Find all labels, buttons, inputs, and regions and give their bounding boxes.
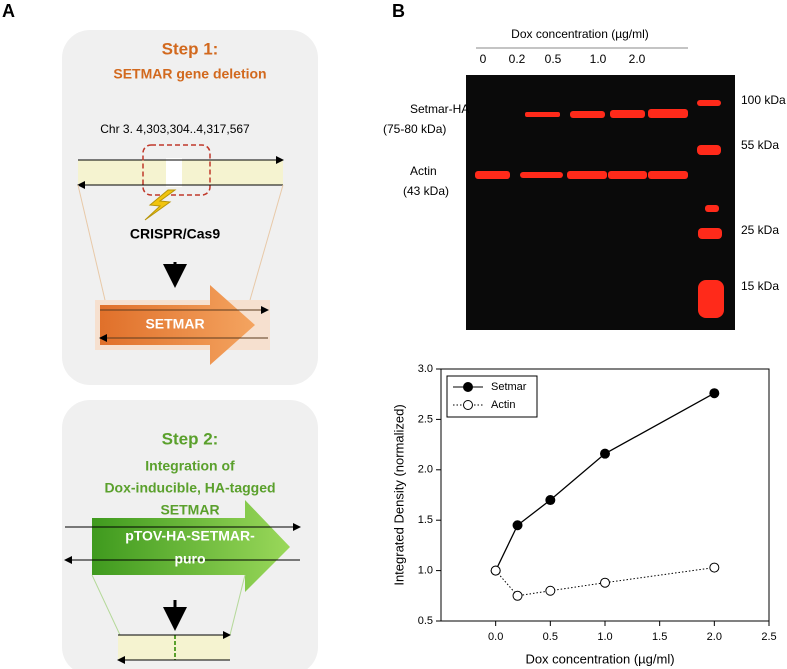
data-point	[600, 577, 610, 588]
data-point	[512, 590, 523, 601]
zoom-line	[77, 184, 106, 301]
step-box	[62, 30, 318, 385]
panel-label: A	[2, 1, 15, 21]
construct-arrow	[92, 500, 290, 592]
zoom-line	[249, 184, 284, 301]
data-point	[545, 585, 556, 596]
marker-label: 15 kDa	[741, 279, 779, 293]
legend-label: Actin	[491, 399, 515, 411]
step-text: Integration of	[145, 458, 235, 474]
y-tick-label: 3.0	[418, 363, 433, 375]
marker-label: 100 kDa	[741, 93, 786, 107]
panel-label: B	[392, 1, 405, 21]
y-tick-label: 1.5	[418, 514, 433, 526]
x-tick-label: 2.5	[761, 631, 776, 643]
chart: 0.0 0.5 1.0 1.5 2.0 2.5 0.5 1.0 1.5 2.0 2.5 3.0 Setm…	[418, 363, 777, 643]
data-point	[490, 565, 501, 576]
lane-label: 2.0	[629, 52, 646, 66]
lane-label: 1.0	[590, 52, 607, 66]
data-point	[545, 495, 556, 506]
legend-label: Setmar	[491, 381, 527, 393]
x-tick-label: 1.0	[597, 631, 612, 643]
legend-marker	[463, 400, 473, 410]
blot-header: Dox concentration (µg/ml)	[511, 27, 649, 41]
y-axis-label: Integrated Density (normalized)	[391, 404, 406, 585]
x-tick-label: 0.5	[543, 631, 558, 643]
x-tick-label: 0.0	[488, 631, 503, 643]
band-label: Setmar-HA	[410, 102, 469, 116]
series-line	[495, 392, 715, 571]
bands	[475, 100, 724, 318]
y-tick-label: 1.0	[418, 565, 433, 577]
zoom-line	[91, 574, 121, 636]
step-subtitle: SETMAR gene deletion	[113, 66, 266, 82]
gene-arrow	[100, 285, 255, 365]
data-point	[512, 520, 523, 531]
locus: Chr 3. 4,303,304..4,317,567	[100, 122, 250, 136]
x-axis-label: Dox concentration (µg/ml)	[525, 651, 674, 666]
x-tick-label: 1.5	[652, 631, 667, 643]
marker-label: 25 kDa	[741, 223, 779, 237]
legend-box	[446, 375, 538, 418]
step-text: SETMAR	[160, 502, 219, 518]
zoom-line	[229, 574, 246, 636]
cut-box	[142, 144, 211, 196]
tool: CRISPR/Cas9	[130, 226, 220, 242]
deletion	[166, 158, 182, 187]
data-point	[709, 562, 720, 573]
band-label: Actin	[410, 164, 437, 178]
y-tick-label: 2.0	[418, 464, 433, 476]
x-tick-label: 2.0	[707, 631, 722, 643]
step-text: Dox-inducible, HA-tagged	[104, 480, 275, 496]
y-tick-label: 2.5	[418, 413, 433, 425]
step-title: Step 2:	[162, 429, 219, 448]
lane-label: 0	[480, 52, 487, 66]
gene-label: SETMAR	[145, 316, 204, 332]
lane-label: 0.2	[509, 52, 526, 66]
data-point	[709, 388, 720, 399]
construct-label: pTOV-HA-SETMAR-	[125, 528, 255, 544]
marker-label: 55 kDa	[741, 138, 779, 152]
band-label: (75-80 kDa)	[383, 122, 446, 136]
step-title: Step 1:	[162, 39, 219, 58]
data-point	[600, 448, 610, 459]
construct-label: puro	[174, 551, 205, 567]
legend-marker	[463, 382, 473, 392]
lane-label: 0.5	[545, 52, 562, 66]
band-label: (43 kDa)	[403, 184, 449, 198]
lightning	[144, 189, 177, 221]
y-tick-label: 0.5	[418, 615, 433, 627]
